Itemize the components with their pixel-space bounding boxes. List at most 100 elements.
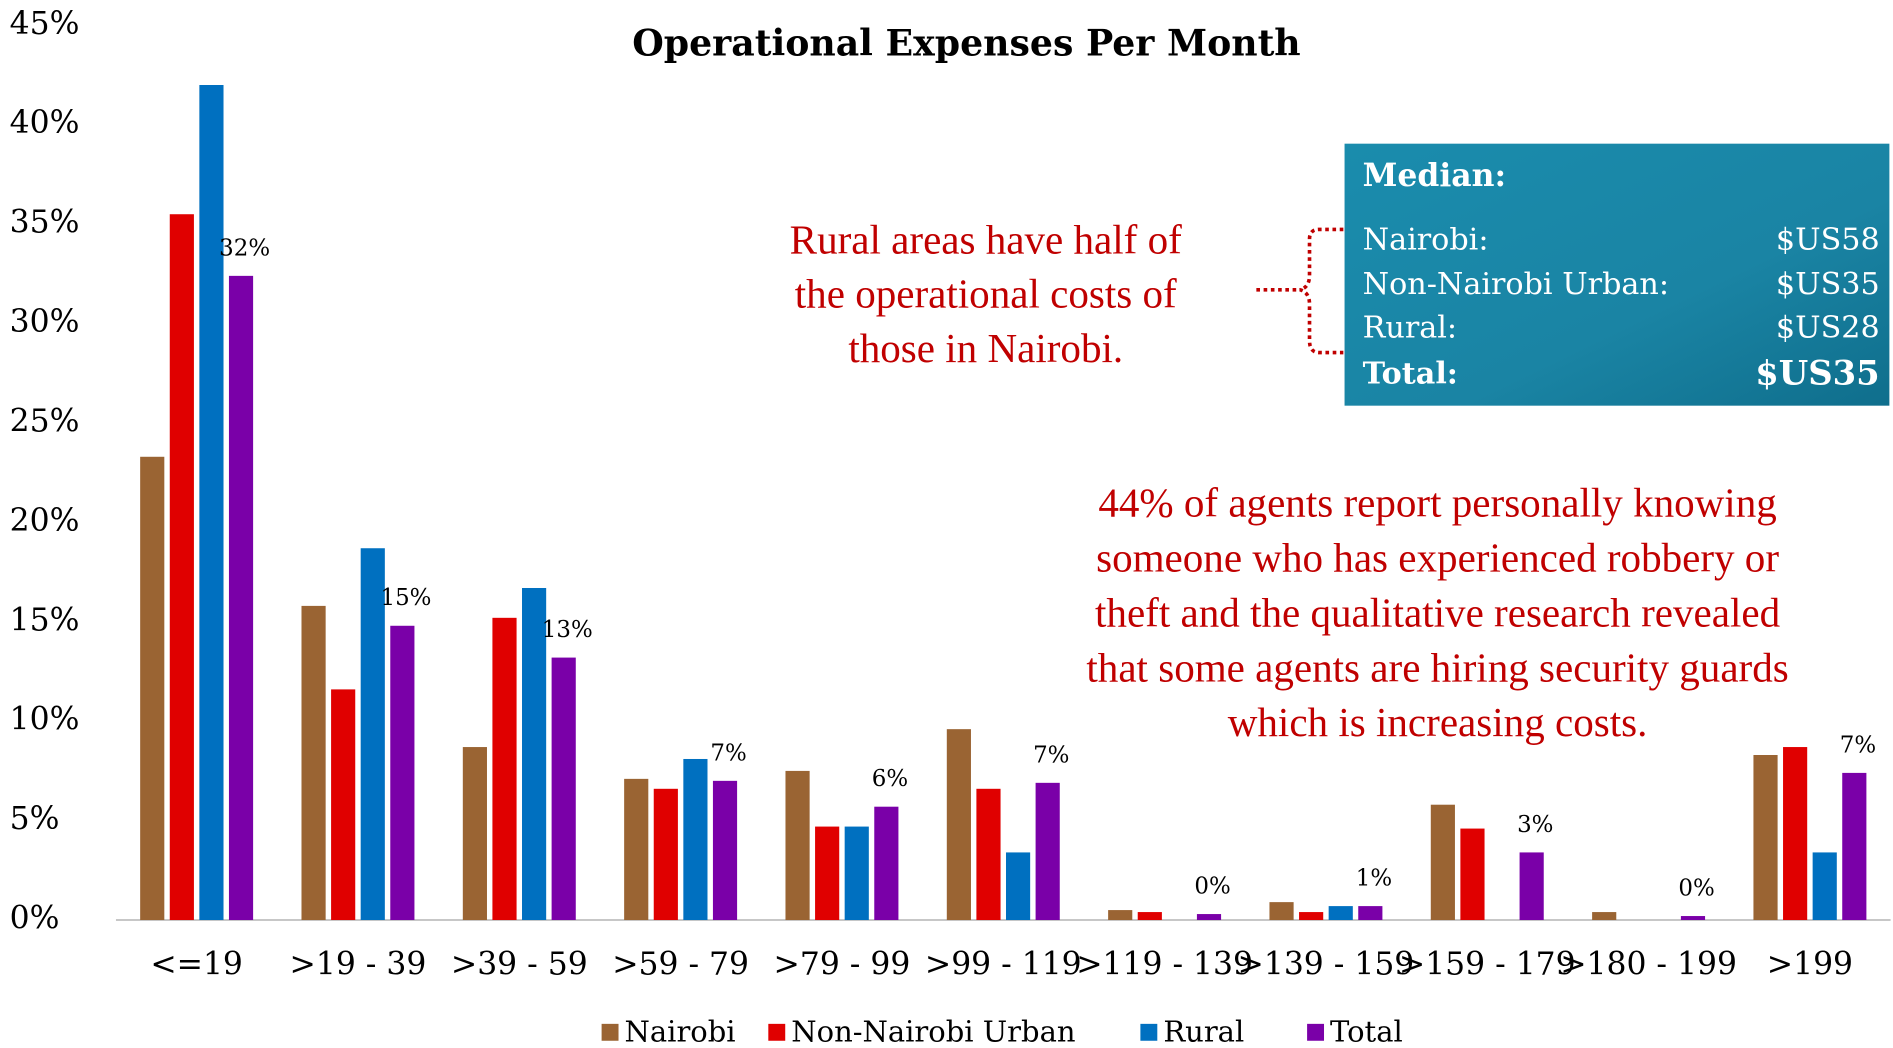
legend-label: Non-Nairobi Urban [791,1015,1075,1048]
bar [390,625,415,921]
x-tick-label: <=19 [150,946,243,982]
median-value: $US35 [1755,352,1879,392]
data-label: 6% [872,766,908,792]
annotation: 44% of agents report personally knowing [1098,480,1776,526]
legend-swatch [1307,1023,1325,1041]
bar [228,275,254,921]
bar [360,548,385,921]
bar [683,758,708,921]
y-tick-label: 5% [10,801,60,837]
median-box [1342,141,1892,409]
bar [1519,852,1544,921]
data-label: 7% [1033,742,1069,768]
legend-label: Total [1330,1015,1403,1048]
bar [331,689,356,921]
bar [1783,747,1808,921]
bracket [1299,227,1344,355]
y-tick-label: 30% [10,304,80,340]
bar [1812,852,1837,921]
annotation: someone who has experienced robbery or [1096,534,1779,580]
median-label: Non-Nairobi Urban: [1363,267,1669,302]
legend-swatch [601,1023,619,1041]
bar [1430,804,1455,921]
legend-label: Nairobi [625,1015,736,1048]
y-tick-label: 20% [10,503,80,539]
median-value: $US35 [1776,267,1880,302]
legend-label: Rural [1163,1015,1244,1048]
bar [1328,906,1353,921]
data-label: 13% [542,617,593,643]
data-label: 3% [1517,812,1553,838]
legend-swatch [768,1023,786,1041]
bar [653,788,678,921]
bar [844,826,869,921]
y-tick-label: 15% [10,602,80,638]
bar [712,780,738,921]
bar [815,826,840,921]
bar [1108,910,1133,921]
y-tick-label: 25% [10,403,80,439]
median-label: Rural: [1363,311,1457,346]
bar [1592,912,1617,921]
bar [492,617,517,921]
data-label: 7% [710,740,746,766]
median-value: $US58 [1776,222,1880,257]
median-value: $US28 [1776,311,1880,346]
bar [874,806,899,921]
chart-title: Operational Expenses Per Month [632,21,1300,64]
x-tick-label: >19 - 39 [290,946,427,982]
data-label: 15% [380,585,431,611]
bar [1137,912,1162,921]
data-label: 0% [1194,873,1230,899]
bar [1269,902,1294,921]
median-label: Nairobi: [1363,222,1489,257]
bar [1680,916,1706,921]
x-tick-label: >79 - 99 [774,946,911,982]
data-label: 7% [1840,732,1876,758]
bar [1005,852,1031,921]
y-tick-label: 45% [10,6,80,42]
y-tick-label: 10% [10,702,80,738]
x-tick-label: >199 [1767,946,1853,982]
bar [785,770,810,921]
bar [1842,772,1867,921]
bar [1299,912,1324,921]
annotation: that some agents are hiring security gua… [1086,644,1788,690]
annotation: Rural areas have half of [790,216,1182,262]
y-tick-label: 40% [10,105,80,141]
bar [1753,755,1778,921]
x-tick-label: >39 - 59 [451,946,588,982]
x-tick-label: >180 - 199 [1560,946,1737,982]
bar [1358,906,1383,921]
bar [1460,828,1485,921]
bar [169,214,194,921]
bar [301,605,326,921]
annotation: which is increasing costs. [1228,699,1648,745]
median-title: Median: [1363,158,1506,194]
y-tick-label: 0% [10,901,60,937]
x-tick-label: >119 - 139 [1076,946,1253,982]
median-label: Total: [1363,356,1458,391]
bar [551,657,576,921]
bar [1196,914,1222,921]
data-label: 1% [1356,866,1392,892]
data-label: 0% [1678,875,1714,901]
bar [140,456,165,921]
data-label: 32% [219,235,270,261]
annotation: those in Nairobi. [848,325,1123,371]
bar [462,747,487,921]
bar [976,788,1001,921]
bar [946,729,971,921]
x-tick-label: >99 - 119 [925,946,1082,982]
x-tick-label: >59 - 79 [612,946,749,982]
bar [522,587,547,921]
annotation: the operational costs of [795,271,1177,317]
x-tick-label: >139 - 159 [1238,946,1415,982]
bar [624,778,649,921]
x-tick-label: >159 - 179 [1399,946,1576,982]
y-tick-label: 35% [10,205,80,241]
bar [199,84,224,921]
annotation: theft and the qualitative research revea… [1095,589,1781,635]
legend-swatch [1140,1023,1158,1041]
